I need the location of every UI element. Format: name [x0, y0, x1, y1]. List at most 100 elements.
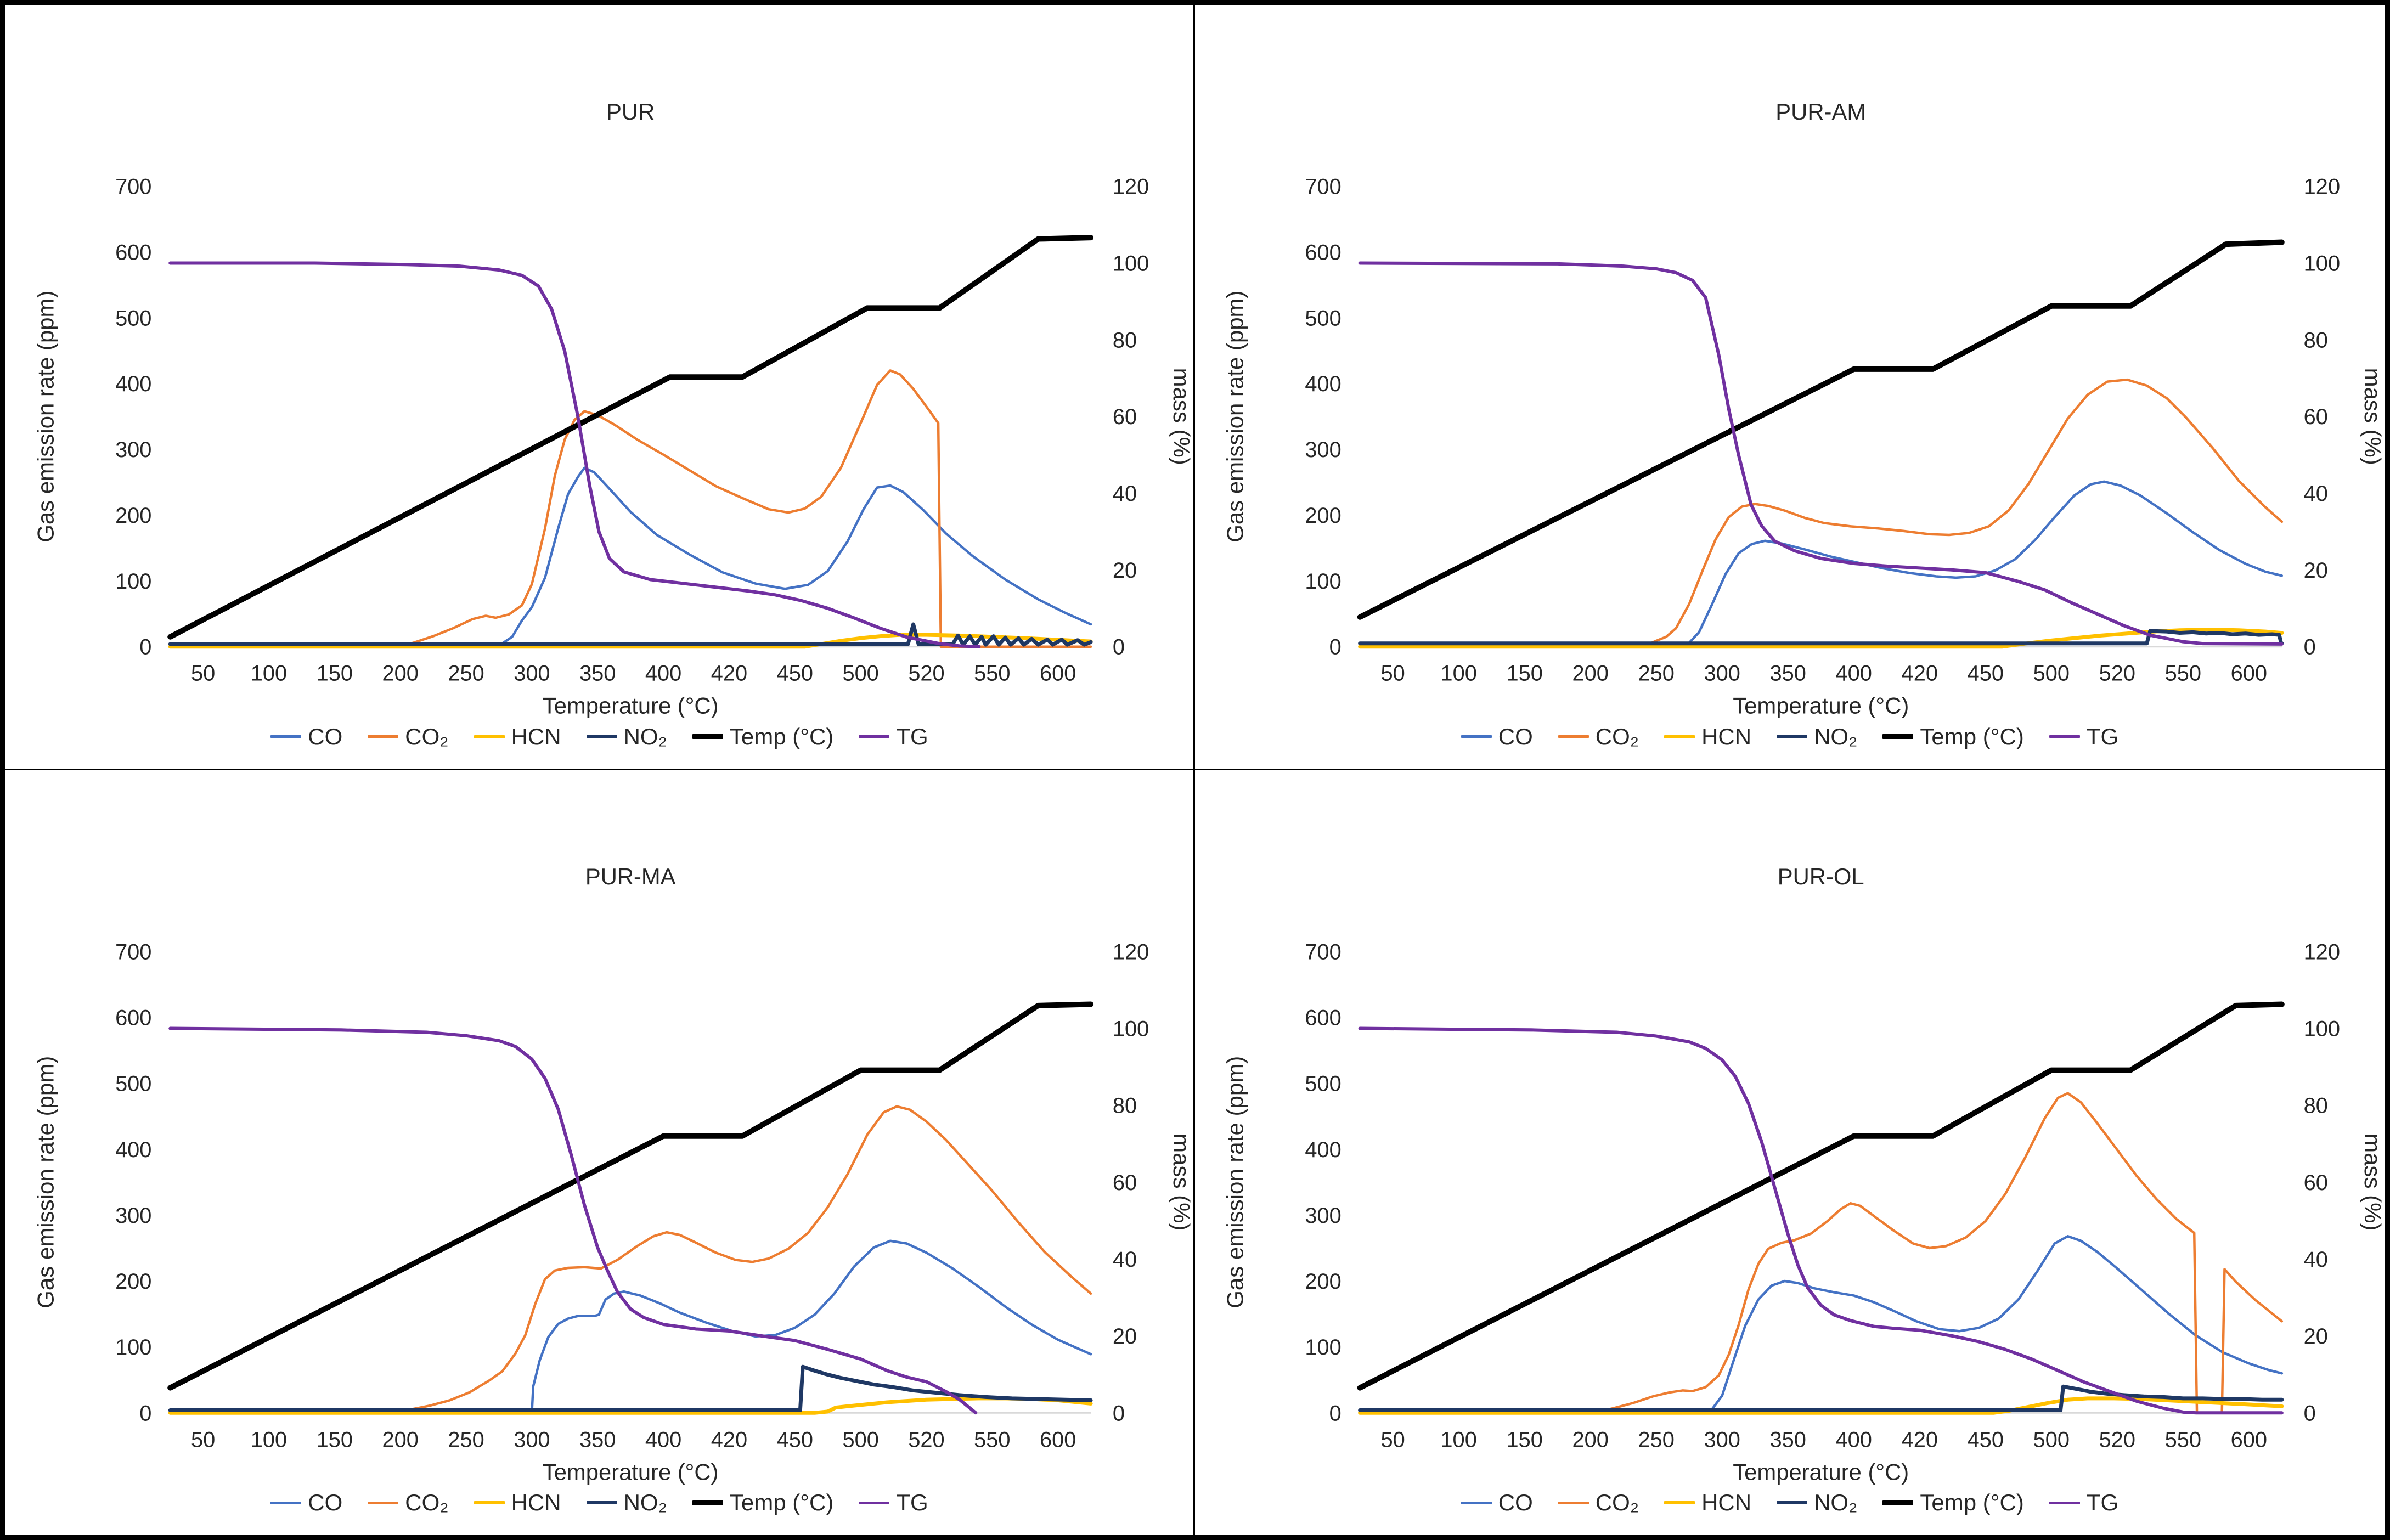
y-right-tick-label: 20: [2304, 559, 2328, 583]
series-no2-line: [1358, 1384, 2284, 1412]
y-left-axis-title: Gas emission rate (ppm): [33, 1056, 59, 1308]
y-left-tick-label: 300: [115, 438, 151, 462]
x-tick-label: 350: [579, 662, 616, 686]
x-tick-label: 300: [1704, 1428, 1740, 1452]
chart-title: PUR-AM: [1775, 99, 1866, 125]
x-tick-label: 200: [1572, 662, 1608, 686]
x-tick-label: 150: [1506, 662, 1542, 686]
x-tick-label: 250: [1638, 1428, 1674, 1452]
y-left-axis-title: Gas emission rate (ppm): [1222, 1056, 1248, 1308]
y-left-axis-title: Gas emission rate (ppm): [33, 291, 59, 543]
y-right-tick-label: 60: [2304, 1170, 2328, 1194]
x-axis-title: Temperature (°C): [1733, 693, 1909, 719]
y-left-tick-label: 400: [115, 1137, 151, 1161]
x-tick-label: 250: [448, 1428, 484, 1452]
x-tick-label: 100: [251, 1428, 287, 1452]
y-left-tick-label: 200: [115, 1269, 151, 1293]
chart-panel-pur-ol: PUR-OL 0 100 200 300 400 500 600 700 0 20 40 60 80 100…: [1195, 770, 2385, 1535]
y-right-tick-label: 100: [2304, 251, 2340, 275]
y-right-tick-label: 20: [2304, 1324, 2328, 1349]
series-tg-line: [168, 1026, 978, 1414]
series-temp-line: [1357, 1001, 2285, 1391]
x-tick-label: 100: [1440, 662, 1476, 686]
y-left-tick-label: 300: [1305, 1203, 1341, 1227]
chart-title: PUR-MA: [585, 864, 676, 889]
x-tick-label: 50: [1380, 1428, 1405, 1452]
x-tick-label: 600: [2231, 1428, 2267, 1452]
y-left-tick-label: 600: [1305, 240, 1341, 264]
y-right-axis-title: mass (%): [2360, 368, 2385, 465]
series-co2-line: [1359, 1091, 2284, 1414]
y-left-tick-label: 400: [1305, 372, 1341, 396]
x-tick-label: 600: [1040, 662, 1076, 686]
y-left-tick-label: 100: [1305, 569, 1341, 594]
y-right-tick-label: 80: [2304, 328, 2328, 352]
y-left-tick-label: 200: [1305, 1269, 1341, 1293]
x-tick-label: 450: [777, 1428, 813, 1452]
x-tick-label: 150: [317, 662, 353, 686]
series-tg-line: [1358, 1026, 2284, 1414]
y-left-tick-label: 0: [1329, 1401, 1341, 1425]
series-tg-line: [168, 261, 981, 648]
chart-canvas-pur-ma: PUR-MA 0 100 200 300 400 500 600 700 0 20 40 60 80 100…: [33, 864, 1193, 1485]
x-tick-label: 420: [711, 662, 747, 686]
y-right-tick-label: 80: [1113, 328, 1137, 352]
y-right-tick-label: 80: [1113, 1093, 1137, 1118]
x-tick-label: 520: [2099, 1428, 2135, 1452]
x-tick-label: 350: [1770, 1428, 1806, 1452]
x-tick-label: 600: [2231, 662, 2267, 686]
x-tick-label: 520: [908, 662, 944, 686]
series-co-line: [168, 1239, 1092, 1414]
y-right-tick-label: 0: [1113, 1401, 1125, 1425]
x-tick-label: 400: [1836, 662, 1872, 686]
chart-canvas-pur: PUR 0 100 200 300 400 500 600 700 0 20 40 60 80 100 120…: [33, 99, 1193, 719]
series-co-line: [1359, 480, 2284, 648]
y-left-tick-label: 600: [1305, 1006, 1341, 1030]
x-tick-label: 100: [1440, 1428, 1476, 1452]
x-tick-label: 420: [711, 1428, 747, 1452]
y-left-tick-label: 100: [115, 569, 151, 594]
y-right-axis-title: mass (%): [1169, 368, 1193, 465]
y-left-tick-label: 700: [115, 940, 151, 964]
x-tick-label: 500: [2033, 1428, 2070, 1452]
y-right-tick-label: 60: [2304, 405, 2328, 429]
series-tg-line: [1358, 261, 2284, 646]
x-tick-label: 550: [2165, 662, 2201, 686]
y-right-tick-label: 120: [2304, 940, 2340, 964]
y-left-tick-label: 700: [1305, 940, 1341, 964]
y-right-axis-title: mass (%): [1169, 1133, 1193, 1231]
x-tick-label: 250: [448, 662, 484, 686]
y-right-tick-label: 40: [2304, 482, 2328, 506]
y-right-tick-label: 100: [1113, 251, 1149, 275]
y-right-tick-label: 80: [2304, 1093, 2328, 1118]
series-no2-line: [168, 622, 1093, 647]
y-right-axis-title: mass (%): [2360, 1133, 2385, 1231]
x-tick-label: 350: [1770, 662, 1806, 686]
x-axis-title: Temperature (°C): [1733, 1459, 1909, 1485]
y-right-tick-label: 120: [2304, 175, 2340, 199]
x-tick-label: 200: [1572, 1428, 1608, 1452]
x-tick-label: 450: [1968, 1428, 2004, 1452]
chart-canvas-pur-ol: PUR-OL 0 100 200 300 400 500 600 700 0 20 40 60 80 100…: [1222, 864, 2385, 1485]
y-left-tick-label: 100: [1305, 1335, 1341, 1360]
series-temp-line: [167, 235, 1094, 640]
y-right-tick-label: 60: [1113, 405, 1137, 429]
y-right-tick-label: 0: [2304, 1401, 2316, 1425]
x-tick-label: 400: [645, 662, 681, 686]
x-tick-label: 520: [2099, 662, 2135, 686]
x-tick-label: 300: [514, 662, 550, 686]
y-left-tick-label: 500: [115, 1071, 151, 1096]
y-right-tick-label: 40: [1113, 482, 1137, 506]
y-left-tick-label: 100: [115, 1335, 151, 1360]
y-right-tick-label: 100: [1113, 1017, 1149, 1041]
series-temp-line: [167, 1001, 1094, 1391]
series-co-line: [168, 466, 1092, 648]
x-tick-label: 600: [1040, 1428, 1076, 1452]
series-co-line: [1359, 1234, 2284, 1414]
x-tick-label: 500: [842, 1428, 878, 1452]
series-co2-line: [1359, 378, 2284, 648]
x-tick-label: 400: [1836, 1428, 1872, 1452]
x-tick-label: 250: [1638, 662, 1674, 686]
y-left-tick-label: 400: [115, 372, 151, 396]
chart-panel-pur-ma: PUR-MA 0 100 200 300 400 500 600 700 0 20 40 60 80 100…: [5, 770, 1195, 1535]
